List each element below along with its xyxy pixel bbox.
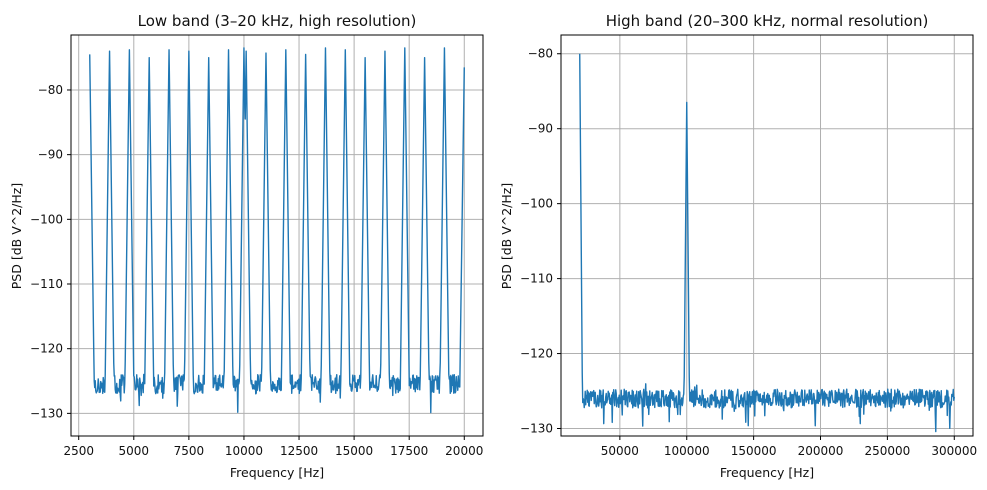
low-band-y-ticks: −130 −120 −110 −100 −90 −80: [30, 83, 71, 420]
high-band-x-axis-label: Frequency [Hz]: [720, 465, 814, 480]
high-band-y-tick-label: −110: [520, 272, 553, 286]
low-band-x-tick-label: 5000: [119, 444, 150, 458]
high-band-axes: High band (20–300 kHz, normal resolution…: [499, 12, 977, 480]
high-band-y-ticks: −130 −120 −110 −100 −90 −80: [520, 47, 561, 436]
low-band-psd-line: [89, 47, 465, 414]
low-band-y-tick-label: −100: [30, 212, 63, 226]
low-band-x-tick-label: 2500: [63, 444, 94, 458]
low-band-y-tick-label: −130: [30, 406, 63, 420]
low-band-axes: Low band (3–20 kHz, high resolution) 250…: [9, 12, 484, 480]
low-band-x-ticks: 2500 5000 7500 10000 12500 15000 17500 20000: [63, 436, 483, 458]
low-band-plot-frame: [70, 34, 484, 437]
high-band-y-axis-label: PSD [dB V^2/Hz]: [499, 183, 514, 289]
high-band-x-ticks: 50000 100000 150000 200000 250000 300000: [601, 436, 977, 458]
high-band-y-tick-label: −130: [520, 422, 553, 436]
low-band-y-tick-label: −120: [30, 342, 63, 356]
high-band-x-tick-label: 200000: [798, 444, 844, 458]
high-band-title: High band (20–300 kHz, normal resolution…: [606, 12, 929, 30]
low-band-x-tick-label: 12500: [280, 444, 318, 458]
low-band-x-tick-label: 7500: [174, 444, 205, 458]
high-band-x-tick-label: 250000: [864, 444, 910, 458]
low-band-y-tick-label: −110: [30, 277, 63, 291]
high-band-y-tick-label: −80: [528, 47, 553, 61]
high-band-x-tick-label: 100000: [664, 444, 710, 458]
low-band-y-tick-label: −90: [38, 148, 63, 162]
low-band-x-tick-label: 17500: [390, 444, 428, 458]
high-band-x-tick-label: 300000: [931, 444, 977, 458]
low-band-title: Low band (3–20 kHz, high resolution): [138, 12, 417, 30]
low-band-y-axis-label: PSD [dB V^2/Hz]: [9, 183, 24, 289]
low-band-x-tick-label: 10000: [225, 444, 263, 458]
high-band-gridlines: [561, 35, 973, 436]
high-band-psd-line: [579, 53, 955, 433]
low-band-x-tick-label: 15000: [335, 444, 373, 458]
low-band-gridlines: [71, 35, 483, 436]
high-band-y-tick-label: −90: [528, 122, 553, 136]
high-band-x-tick-label: 150000: [731, 444, 777, 458]
low-band-x-axis-label: Frequency [Hz]: [230, 465, 324, 480]
high-band-x-tick-label: 50000: [601, 444, 639, 458]
high-band-plot-frame: [560, 34, 974, 437]
high-band-y-tick-label: −120: [520, 347, 553, 361]
high-band-y-tick-label: −100: [520, 197, 553, 211]
low-band-x-tick-label: 20000: [445, 444, 483, 458]
low-band-y-tick-label: −80: [38, 83, 63, 97]
